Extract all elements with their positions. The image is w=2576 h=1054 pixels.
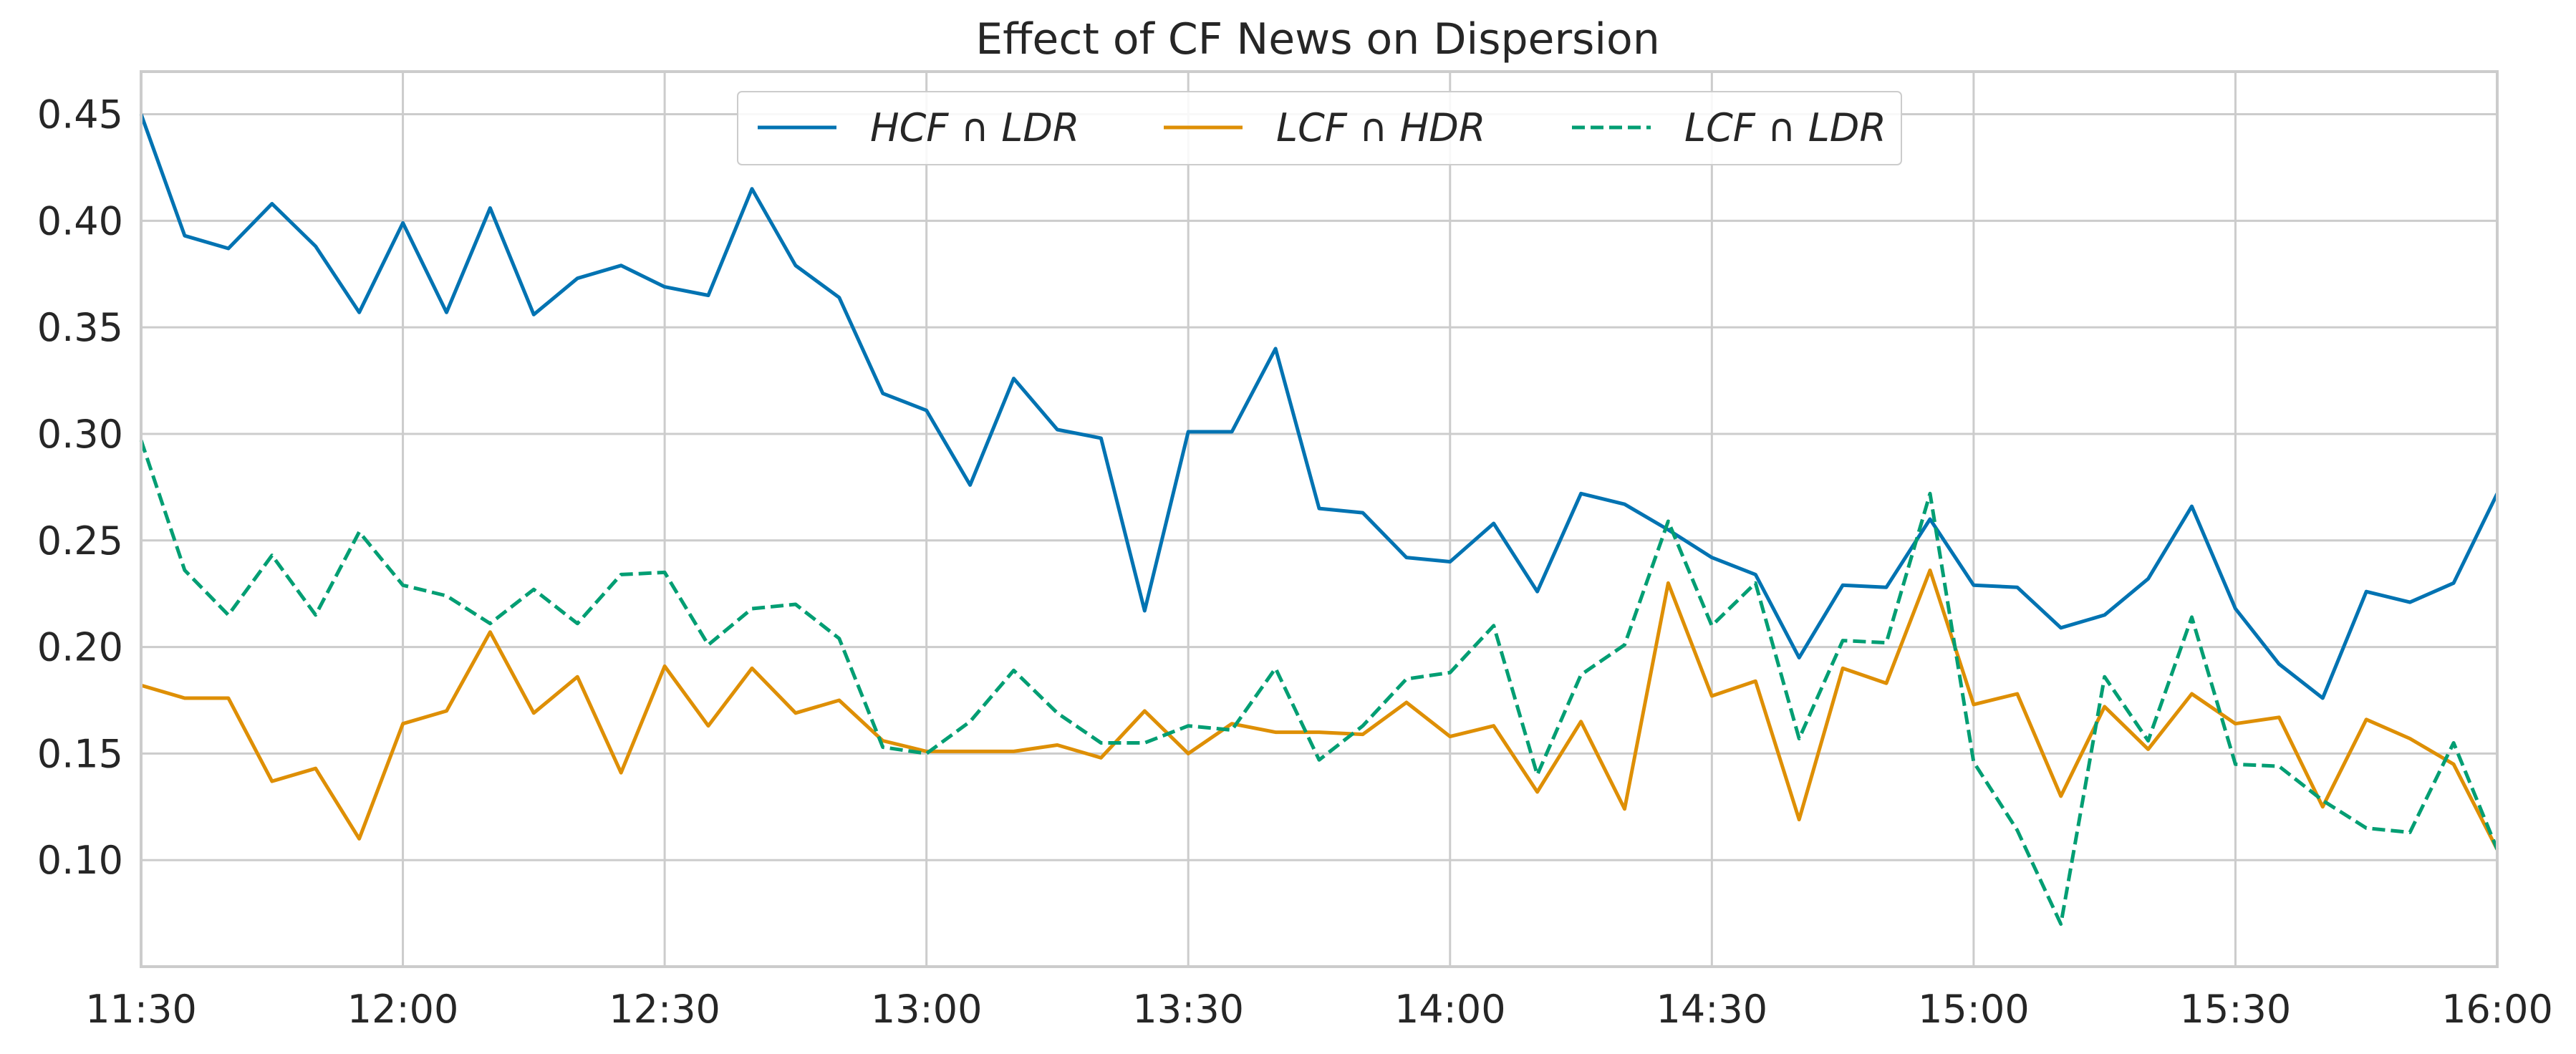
y-tick-label: 0.30 xyxy=(37,412,123,457)
x-tick-label: 13:30 xyxy=(1132,987,1244,1032)
x-tick-label: 12:00 xyxy=(347,987,459,1032)
x-tick-label: 14:30 xyxy=(1656,987,1768,1032)
series-line-1 xyxy=(139,113,2499,700)
series-line-2 xyxy=(140,568,2499,851)
y-tick-label: 0.45 xyxy=(37,92,123,137)
y-axis-ticks: 0.10 0.15 0.20 0.25 0.30 0.35 0.40 0.45 xyxy=(37,92,123,884)
series-line-3 xyxy=(139,440,2499,926)
x-tick-label: 12:30 xyxy=(609,987,720,1032)
x-tick-label: 14:00 xyxy=(1394,987,1506,1032)
x-tick-label: 15:30 xyxy=(2180,987,2292,1032)
x-axis-ticks: 11:30 12:00 12:30 13:00 13:30 14:00 14:30 15:00… xyxy=(85,987,2553,1032)
legend-label: HCF ∩ LDR xyxy=(870,105,1079,150)
legend-label: LCF ∩ LDR xyxy=(1684,105,1886,150)
y-tick-label: 0.15 xyxy=(37,731,123,776)
y-tick-label: 0.10 xyxy=(37,838,123,883)
chart-title: Effect of CF News on Dispersion xyxy=(975,14,1660,64)
plot-frame xyxy=(140,70,2499,968)
legend-box xyxy=(737,91,1902,165)
y-tick-label: 0.35 xyxy=(37,305,123,350)
x-tick-label: 13:00 xyxy=(871,987,983,1032)
y-tick-label: 0.40 xyxy=(37,198,123,243)
grid xyxy=(140,72,2499,967)
legend: HCF ∩ LDR LCF ∩ HDR LCF ∩ LDR xyxy=(737,91,1902,165)
y-tick-label: 0.20 xyxy=(37,625,123,670)
x-tick-label: 15:00 xyxy=(1918,987,2030,1032)
x-tick-label: 11:30 xyxy=(85,987,197,1032)
y-tick-label: 0.25 xyxy=(37,518,123,564)
series-lines xyxy=(139,113,2499,926)
x-tick-label: 16:00 xyxy=(2441,987,2553,1032)
legend-label: LCF ∩ HDR xyxy=(1276,105,1485,150)
